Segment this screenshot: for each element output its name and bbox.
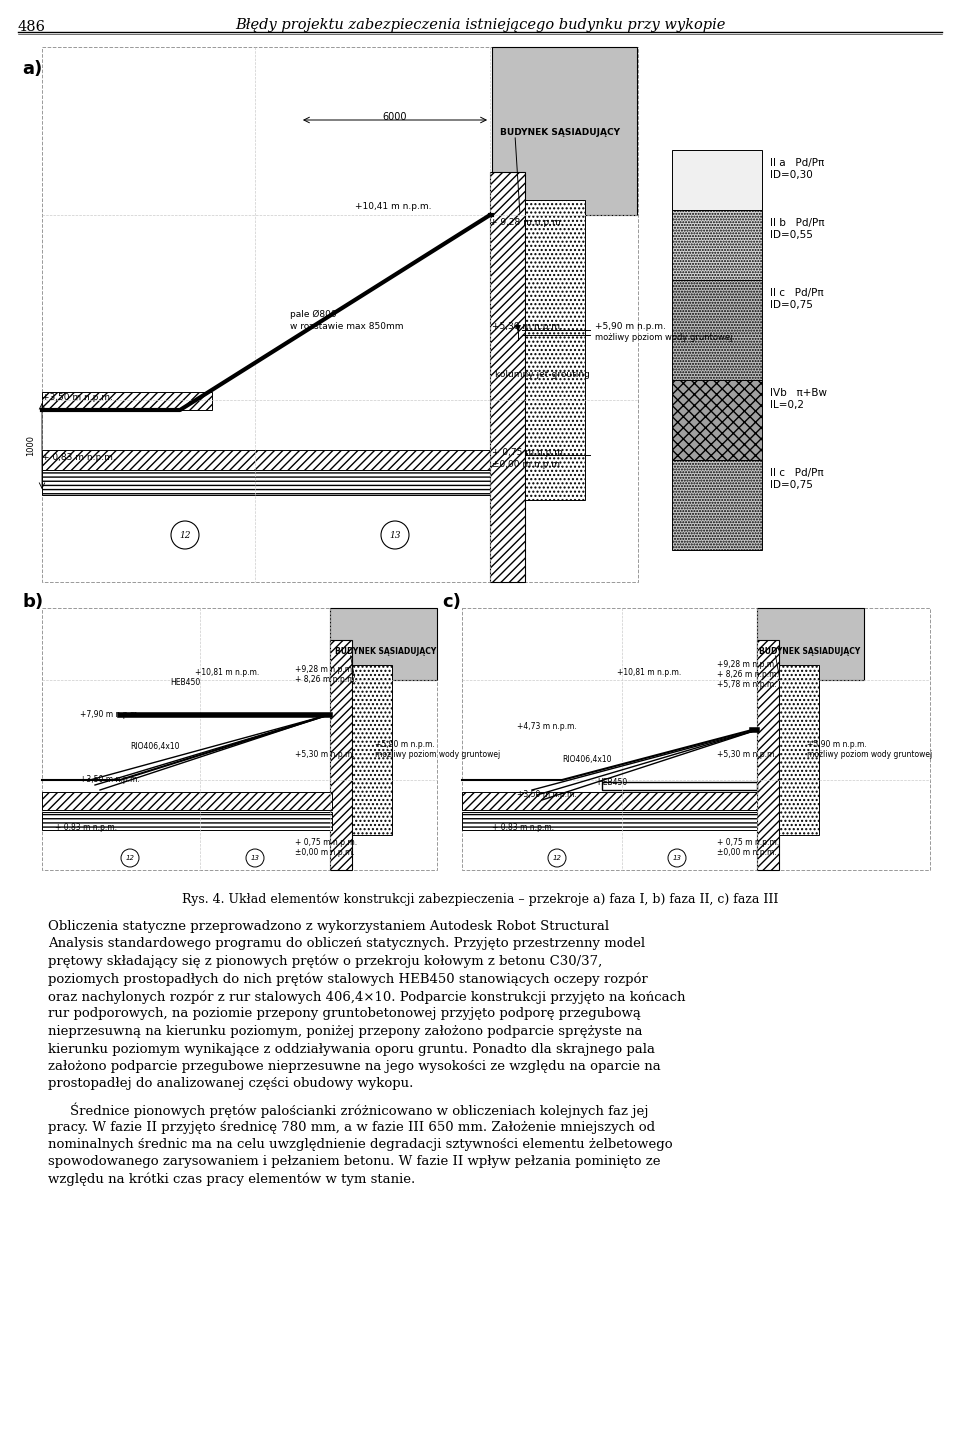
Text: +3,50 m n.p.m.: +3,50 m n.p.m. <box>517 790 577 799</box>
Text: +4,73 m n.p.m.: +4,73 m n.p.m. <box>517 721 577 731</box>
Polygon shape <box>515 326 521 333</box>
Text: +7,90 m n.p.m.: +7,90 m n.p.m. <box>80 710 140 718</box>
Text: + 0,83 m n.p.m.: + 0,83 m n.p.m. <box>55 823 117 832</box>
Text: 13: 13 <box>389 531 400 539</box>
Text: +9,28 m n.p.m.: +9,28 m n.p.m. <box>717 660 777 670</box>
Text: HEB450: HEB450 <box>170 678 201 687</box>
Text: poziomych prostopadłych do nich prętów stalowych HEB450 stanowiących oczepy rozp: poziomych prostopadłych do nich prętów s… <box>48 972 648 987</box>
Text: + 8,26 m n.p.m.: + 8,26 m n.p.m. <box>295 675 357 684</box>
Bar <box>492 47 637 215</box>
Text: b): b) <box>22 594 43 611</box>
Text: ±0,00 m n.p.m.: ±0,00 m n.p.m. <box>717 847 777 858</box>
Text: możliwy poziom wody gruntowej: możliwy poziom wody gruntowej <box>375 750 500 759</box>
Text: w rozstawie max 850mm: w rozstawie max 850mm <box>290 323 403 331</box>
Bar <box>672 209 762 280</box>
Text: pracy. W fazie II przyjęto średnicę 780 mm, a w fazie III 650 mm. Założenie mnie: pracy. W fazie II przyjęto średnicę 780 … <box>48 1120 655 1133</box>
Bar <box>602 782 757 790</box>
Bar <box>352 665 392 835</box>
Bar <box>462 792 757 810</box>
Text: kierunku poziomym wynikające z oddziaływania oporu gruntu. Ponadto dla skrajnego: kierunku poziomym wynikające z oddziaływ… <box>48 1043 655 1055</box>
Text: 486: 486 <box>18 20 46 34</box>
Bar <box>525 199 585 500</box>
Text: + 0,75 m n.p.m.: + 0,75 m n.p.m. <box>492 447 565 457</box>
Bar <box>672 380 762 460</box>
Text: prętowy składający się z pionowych prętów o przekroju kołowym z betonu C30/37,: prętowy składający się z pionowych prętó… <box>48 955 602 968</box>
Text: IVb   π+Bw
IL=0,2: IVb π+Bw IL=0,2 <box>770 389 827 410</box>
Bar <box>42 391 212 410</box>
Bar <box>42 792 332 810</box>
Text: +9,28 m n.p.m.: +9,28 m n.p.m. <box>295 665 354 674</box>
Text: +5,30 m n.p.m.: +5,30 m n.p.m. <box>717 750 777 759</box>
Text: 13: 13 <box>251 855 259 860</box>
Bar <box>672 280 762 380</box>
Text: RIO406,4x10: RIO406,4x10 <box>562 754 612 764</box>
Text: + 0,83 m n.p.m.: + 0,83 m n.p.m. <box>42 453 116 462</box>
Text: II b   Pd/Pπ
ID=0,55: II b Pd/Pπ ID=0,55 <box>770 218 825 239</box>
Text: spowodowanego zarysowaniem i pełzaniem betonu. W fazie II wpływ pełzania pominię: spowodowanego zarysowaniem i pełzaniem b… <box>48 1156 660 1169</box>
Text: ±0,00 m.n.p.m.: ±0,00 m.n.p.m. <box>492 460 563 469</box>
Text: nieprzesuwną na kierunku poziomym, poniżej przepony założono podparcie sprężyste: nieprzesuwną na kierunku poziomym, poniż… <box>48 1025 642 1038</box>
Text: II c   Pd/Pπ
ID=0,75: II c Pd/Pπ ID=0,75 <box>770 467 824 489</box>
Text: rur podporowych, na poziomie przepony gruntobetonowej przyjęto podporę przegubow: rur podporowych, na poziomie przepony gr… <box>48 1008 641 1021</box>
Text: BUDYNEK SĄSIADUJĄCY: BUDYNEK SĄSIADUJĄCY <box>500 128 620 138</box>
Text: + 8,26 m n.p.m.: + 8,26 m n.p.m. <box>717 670 779 680</box>
Text: II c   Pd/Pπ
ID=0,75: II c Pd/Pπ ID=0,75 <box>770 288 824 310</box>
Text: +5,90 m n.p.m.: +5,90 m n.p.m. <box>595 323 666 331</box>
Bar <box>757 640 779 870</box>
Text: + 0,83 m n.p.m.: + 0,83 m n.p.m. <box>492 823 554 832</box>
Bar <box>757 608 864 680</box>
Text: BUDYNEK SĄSIADUJĄCY: BUDYNEK SĄSIADUJĄCY <box>759 647 860 655</box>
Text: +3,50 m n.p.m.: +3,50 m n.p.m. <box>80 774 140 784</box>
Text: +10,41 m n.p.m.: +10,41 m n.p.m. <box>355 202 431 211</box>
Text: + 9,28 m n.p.m.: + 9,28 m n.p.m. <box>490 218 564 227</box>
Bar <box>42 812 332 830</box>
Text: +10,81 m n.p.m.: +10,81 m n.p.m. <box>617 668 682 677</box>
Text: 12: 12 <box>553 855 562 860</box>
Text: +5,78 m n.p.m.: +5,78 m n.p.m. <box>717 680 777 688</box>
Bar <box>330 608 437 680</box>
Text: Obliczenia statyczne przeprowadzono z wykorzystaniem Autodesk Robot Structural: Obliczenia statyczne przeprowadzono z wy… <box>48 921 610 934</box>
Text: 1000: 1000 <box>26 435 35 456</box>
Text: możliwy poziom wody gruntowej: możliwy poziom wody gruntowej <box>807 750 932 759</box>
Bar <box>462 812 757 830</box>
Text: II a   Pd/Pπ
ID=0,30: II a Pd/Pπ ID=0,30 <box>770 158 825 179</box>
Text: ±0,00 m n.p.m.: ±0,00 m n.p.m. <box>295 847 355 858</box>
Text: Rys. 4. Układ elementów konstrukcji zabezpieczenia – przekroje a) faza I, b) faz: Rys. 4. Układ elementów konstrukcji zabe… <box>181 892 779 905</box>
Bar <box>672 151 762 209</box>
Text: możliwy poziom wody gruntowej: możliwy poziom wody gruntowej <box>595 333 732 341</box>
Bar <box>672 460 762 551</box>
Text: c): c) <box>442 594 461 611</box>
Text: +3,50 m n.p.m.: +3,50 m n.p.m. <box>42 393 113 402</box>
Text: Błędy projektu zabezpieczenia istniejącego budynku przy wykopie: Błędy projektu zabezpieczenia istniejące… <box>235 19 725 32</box>
Bar <box>779 665 819 835</box>
Text: względu na krótki czas pracy elementów w tym stanie.: względu na krótki czas pracy elementów w… <box>48 1173 416 1186</box>
Text: +5,90 m n.p.m.: +5,90 m n.p.m. <box>375 740 435 749</box>
Text: 12: 12 <box>180 531 191 539</box>
Text: 6000: 6000 <box>383 112 407 122</box>
Text: Analysis standardowego programu do obliczeń statycznych. Przyjęto przestrzenny m: Analysis standardowego programu do oblic… <box>48 938 645 951</box>
Bar <box>42 450 492 470</box>
Text: nominalnych średnic ma na celu uwzględnienie degradacji sztywności elementu żelb: nominalnych średnic ma na celu uwzględni… <box>48 1139 673 1152</box>
Text: BUDYNEK SĄSIADUJĄCY: BUDYNEK SĄSIADUJĄCY <box>335 647 436 655</box>
Text: kolumny jet-grouting: kolumny jet-grouting <box>495 370 589 379</box>
Text: Średnice pionowych prętów palościanki zróżnicowano w obliczeniach kolejnych faz : Średnice pionowych prętów palościanki zr… <box>70 1103 649 1119</box>
Text: +10,81 m n.p.m.: +10,81 m n.p.m. <box>195 668 259 677</box>
Text: RIO406,4x10: RIO406,4x10 <box>130 741 180 751</box>
Text: HEB450: HEB450 <box>597 779 627 787</box>
Text: 12: 12 <box>126 855 134 860</box>
Text: +5,30 m n.p.m.: +5,30 m n.p.m. <box>295 750 355 759</box>
Text: a): a) <box>22 60 42 77</box>
Text: 13: 13 <box>673 855 682 860</box>
Text: +5,30 m n.p.m.: +5,30 m n.p.m. <box>492 323 563 331</box>
Text: założono podparcie przegubowe nieprzesuwne na jego wysokości ze względu na oparc: założono podparcie przegubowe nieprzesuw… <box>48 1060 660 1073</box>
Bar <box>330 640 352 870</box>
Text: +5,90 m n.p.m.: +5,90 m n.p.m. <box>807 740 867 749</box>
Bar <box>490 172 525 582</box>
Bar <box>42 470 492 495</box>
Text: + 0,75 m n.p.m.: + 0,75 m n.p.m. <box>717 837 780 847</box>
Text: oraz nachylonych rozpór z rur stalowych 406,4×10. Podparcie konstrukcji przyjęto: oraz nachylonych rozpór z rur stalowych … <box>48 989 685 1004</box>
Text: prostopadłej do analizowanej części obudowy wykopu.: prostopadłej do analizowanej części obud… <box>48 1077 414 1090</box>
Text: pale Ø800: pale Ø800 <box>290 310 337 320</box>
Text: + 0,75 m n.p.m.: + 0,75 m n.p.m. <box>295 837 357 847</box>
